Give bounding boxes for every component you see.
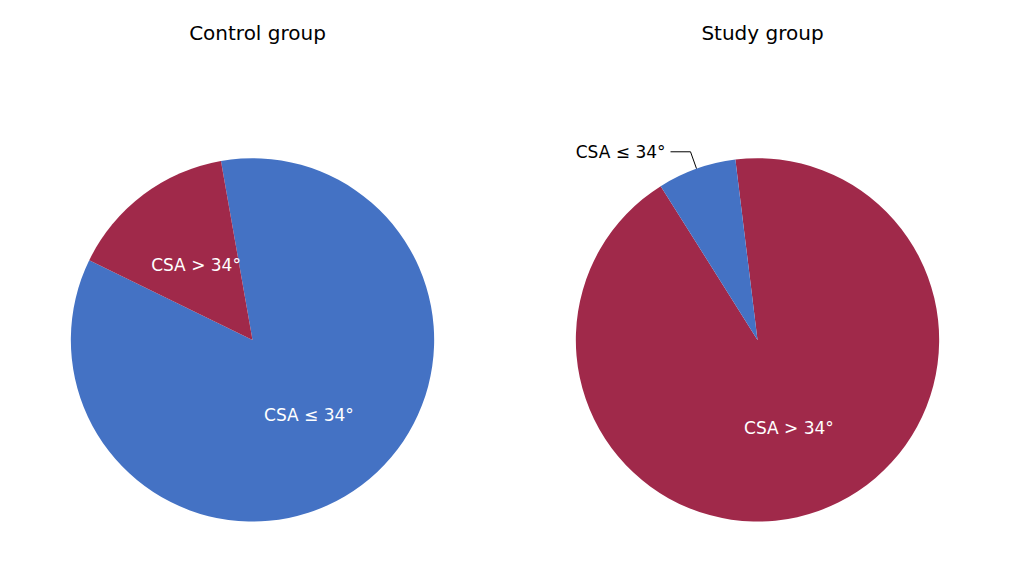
svg-text:CSA ≤ 34°: CSA ≤ 34°: [576, 142, 666, 162]
svg-text:CSA ≤ 34°: CSA ≤ 34°: [264, 405, 354, 425]
svg-text:CSA > 34°: CSA > 34°: [744, 418, 834, 438]
svg-text:Control group: Control group: [189, 21, 326, 45]
svg-text:CSA > 34°: CSA > 34°: [151, 255, 241, 275]
svg-text:Study group: Study group: [701, 21, 823, 45]
